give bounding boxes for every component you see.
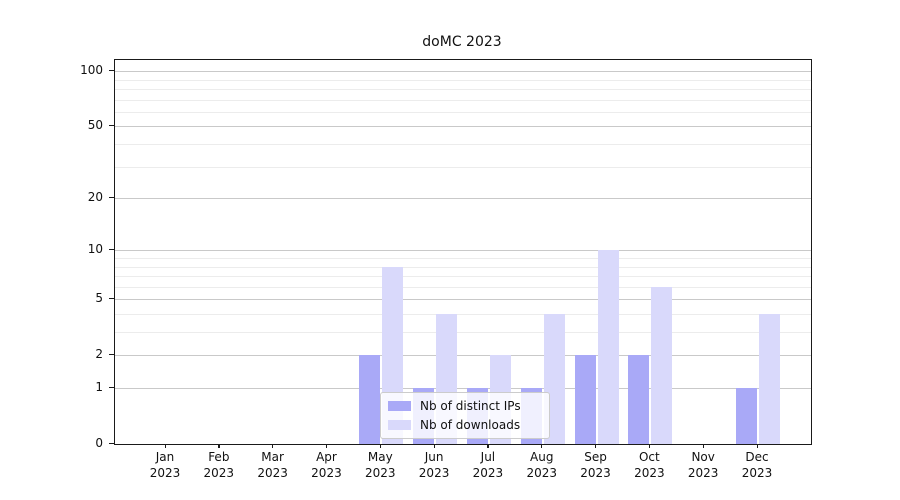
legend: Nb of distinct IPs Nb of downloads [380, 392, 550, 439]
x-tick-label-feb: Feb 2023 [203, 450, 235, 480]
legend-swatch-downloads [388, 420, 411, 430]
y-tick-label-1: 1 [95, 380, 103, 394]
gridline-major-20 [115, 198, 811, 200]
y-tick-label-5: 5 [95, 291, 103, 306]
y-tick-label-20: 20 [87, 190, 103, 205]
x-tick-mark [272, 444, 274, 448]
x-tick-label-jul: Jul 2023 [472, 450, 504, 480]
legend-label-downloads: Nb of downloads [420, 418, 521, 432]
y-tick-mark [109, 69, 114, 71]
bar-downloads-sep [597, 250, 619, 444]
gridline-major-2 [115, 355, 811, 357]
y-tick-mark [109, 297, 114, 299]
y-tick-label-10: 10 [87, 242, 103, 257]
gridline-major-5 [115, 299, 811, 301]
y-tick-mark [109, 124, 114, 127]
x-tick-mark [756, 444, 758, 448]
y-tick-mark [109, 196, 114, 198]
x-tick-label-aug: Aug 2023 [526, 450, 557, 480]
legend-entry-distinct-ips: Nb of distinct IPs [388, 398, 541, 414]
x-tick-label-apr: Apr 2023 [311, 450, 342, 480]
x-tick-mark [164, 444, 166, 448]
plot-area [114, 59, 812, 445]
legend-swatch-distinct-ips [388, 401, 411, 411]
y-tick-label-2: 2 [95, 347, 103, 362]
x-tick-mark [325, 444, 328, 448]
y-tick-label-0: 0 [95, 436, 103, 450]
gridline-minor-9 [115, 257, 811, 259]
x-tick-label-jan: Jan 2023 [149, 450, 181, 480]
gridline-minor-70 [115, 99, 811, 101]
gridline-major-100 [115, 71, 811, 73]
x-tick-label-oct: Oct 2023 [634, 450, 665, 480]
x-tick-mark [487, 444, 489, 448]
gridline-minor-60 [115, 111, 811, 113]
bar-distinct-ips-oct [628, 355, 650, 444]
y-tick-mark [109, 442, 114, 444]
gridline-minor-80 [115, 89, 811, 90]
gridline-minor-40 [115, 144, 811, 145]
chart-title: doMC 2023 [422, 34, 502, 50]
x-tick-label-sep: Sep 2023 [580, 450, 611, 480]
bar-downloads-oct [651, 286, 673, 444]
gridline-major-1 [115, 388, 811, 389]
bar-downloads-dec [759, 314, 780, 444]
x-tick-mark [218, 444, 220, 448]
gridline-minor-6 [115, 286, 811, 288]
x-tick-mark [433, 444, 435, 448]
x-tick-mark [541, 444, 543, 448]
bar-distinct-ips-may [359, 355, 381, 444]
bar-distinct-ips-dec [736, 388, 757, 444]
gridline-major-50 [115, 126, 811, 128]
x-tick-mark [648, 444, 651, 448]
gridline-minor-7 [115, 276, 811, 278]
gridline-minor-90 [115, 79, 811, 81]
gridline-minor-4 [115, 313, 811, 315]
x-tick-mark [702, 444, 704, 448]
x-tick-mark [379, 444, 381, 448]
y-tick-label-50: 50 [87, 118, 103, 133]
x-tick-label-nov: Nov 2023 [687, 450, 719, 480]
legend-label-distinct-ips: Nb of distinct IPs [420, 399, 521, 413]
gridline-minor-3 [115, 332, 811, 333]
x-tick-label-may: May 2023 [364, 450, 396, 480]
y-tick-label-100: 100 [80, 63, 103, 78]
gridline-minor-30 [115, 166, 811, 168]
y-tick-mark [109, 248, 114, 250]
bar-distinct-ips-sep [574, 355, 596, 444]
y-tick-mark [109, 386, 114, 388]
x-tick-label-mar: Mar 2023 [257, 450, 288, 480]
x-tick-label-dec: Dec 2023 [741, 450, 773, 480]
gridline-major-10 [115, 250, 811, 252]
legend-entry-downloads: Nb of downloads [388, 417, 541, 433]
x-tick-mark [595, 444, 597, 448]
y-tick-mark [109, 353, 114, 355]
gridline-minor-8 [115, 266, 811, 268]
x-tick-label-jun: Jun 2023 [418, 450, 450, 480]
